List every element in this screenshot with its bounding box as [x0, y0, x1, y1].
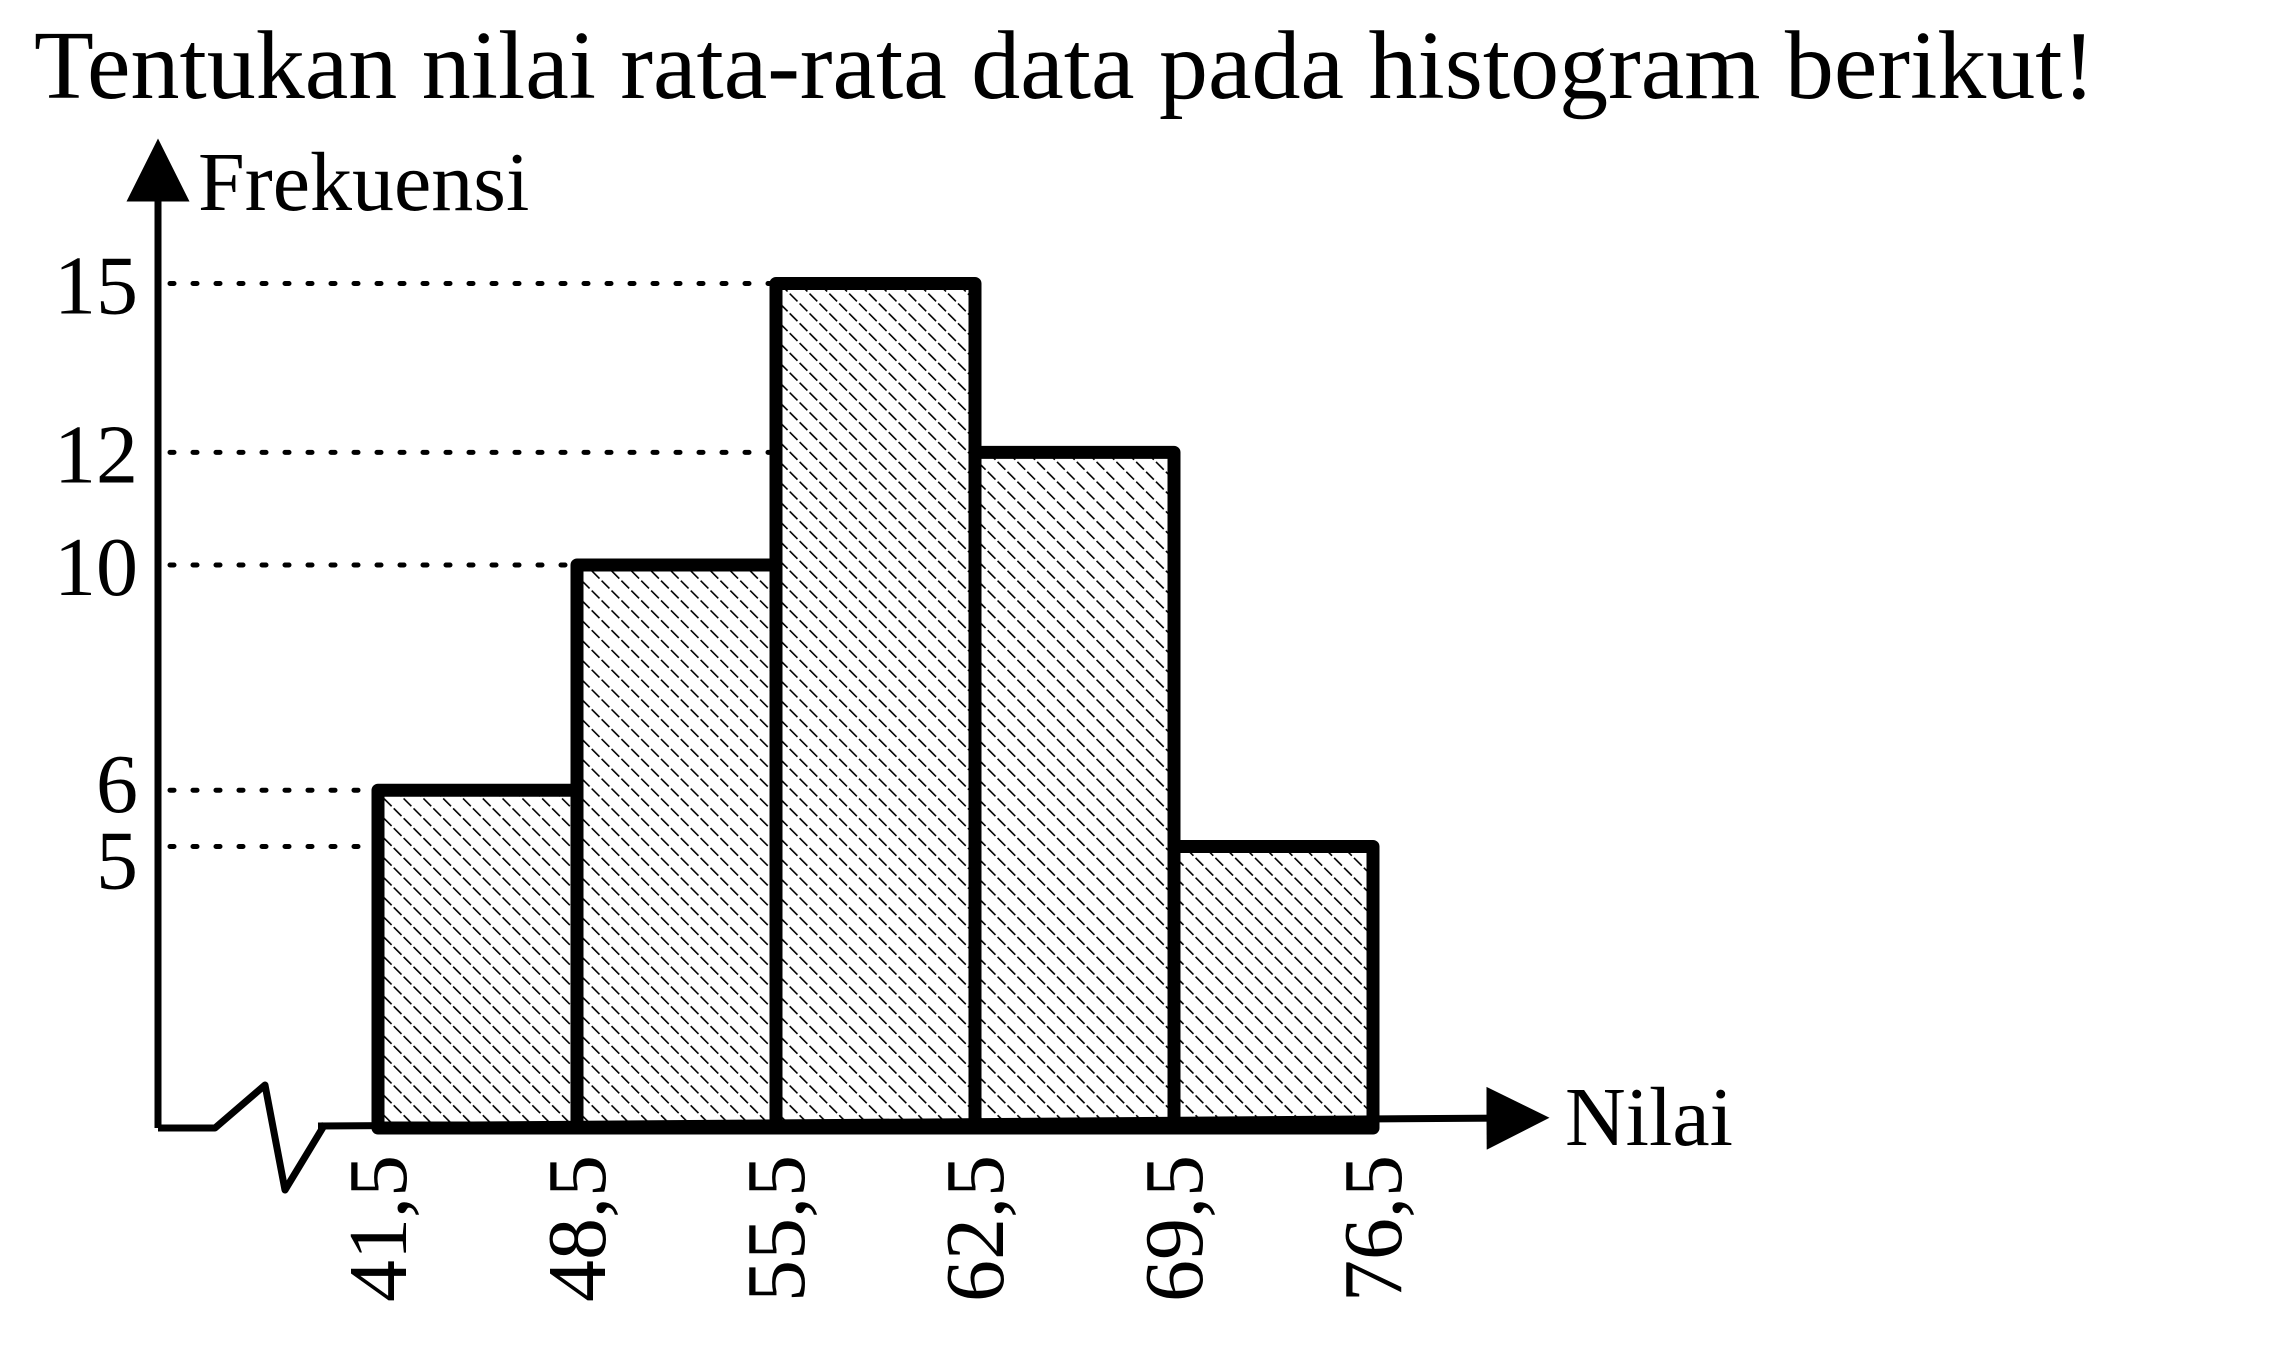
y-tick-label: 5: [96, 815, 138, 908]
histogram-bar: [968, 445, 1181, 1135]
x-axis-title: Nilai: [1565, 1071, 1733, 1164]
histogram-bar: [769, 277, 982, 1135]
y-tick-label: 6: [96, 738, 138, 831]
y-tick-labels: 56 10 12 15: [54, 240, 138, 908]
histogram-bar: [1167, 840, 1380, 1135]
x-tick-label: 62,5: [929, 1155, 1022, 1302]
x-tick-label: 76,5: [1327, 1155, 1420, 1302]
x-axis: [317, 1086, 1550, 1150]
y-tick-label: 12: [54, 408, 138, 501]
histogram-bars: [371, 277, 1380, 1135]
x-tick-label: 55,5: [730, 1155, 823, 1302]
y-axis-title: Frekuensi: [198, 136, 529, 229]
y-tick-label: 10: [54, 521, 138, 614]
x-tick-label: 41,5: [332, 1155, 425, 1302]
y-tick-label: 15: [54, 240, 138, 333]
histogram-bar: [570, 558, 783, 1135]
question-text: Tentukan nilai rata-rata data pada histo…: [34, 12, 2096, 120]
axes: [126, 138, 1550, 1194]
x-tick-label: 48,5: [531, 1155, 624, 1302]
x-tick-label: 69,5: [1128, 1155, 1221, 1302]
histogram-bar: [371, 783, 584, 1135]
axis-break-zigzag: [158, 1081, 328, 1194]
x-tick-labels: 41,5 48,5 55,5 62,5 69,5 76,5: [332, 1155, 1420, 1302]
